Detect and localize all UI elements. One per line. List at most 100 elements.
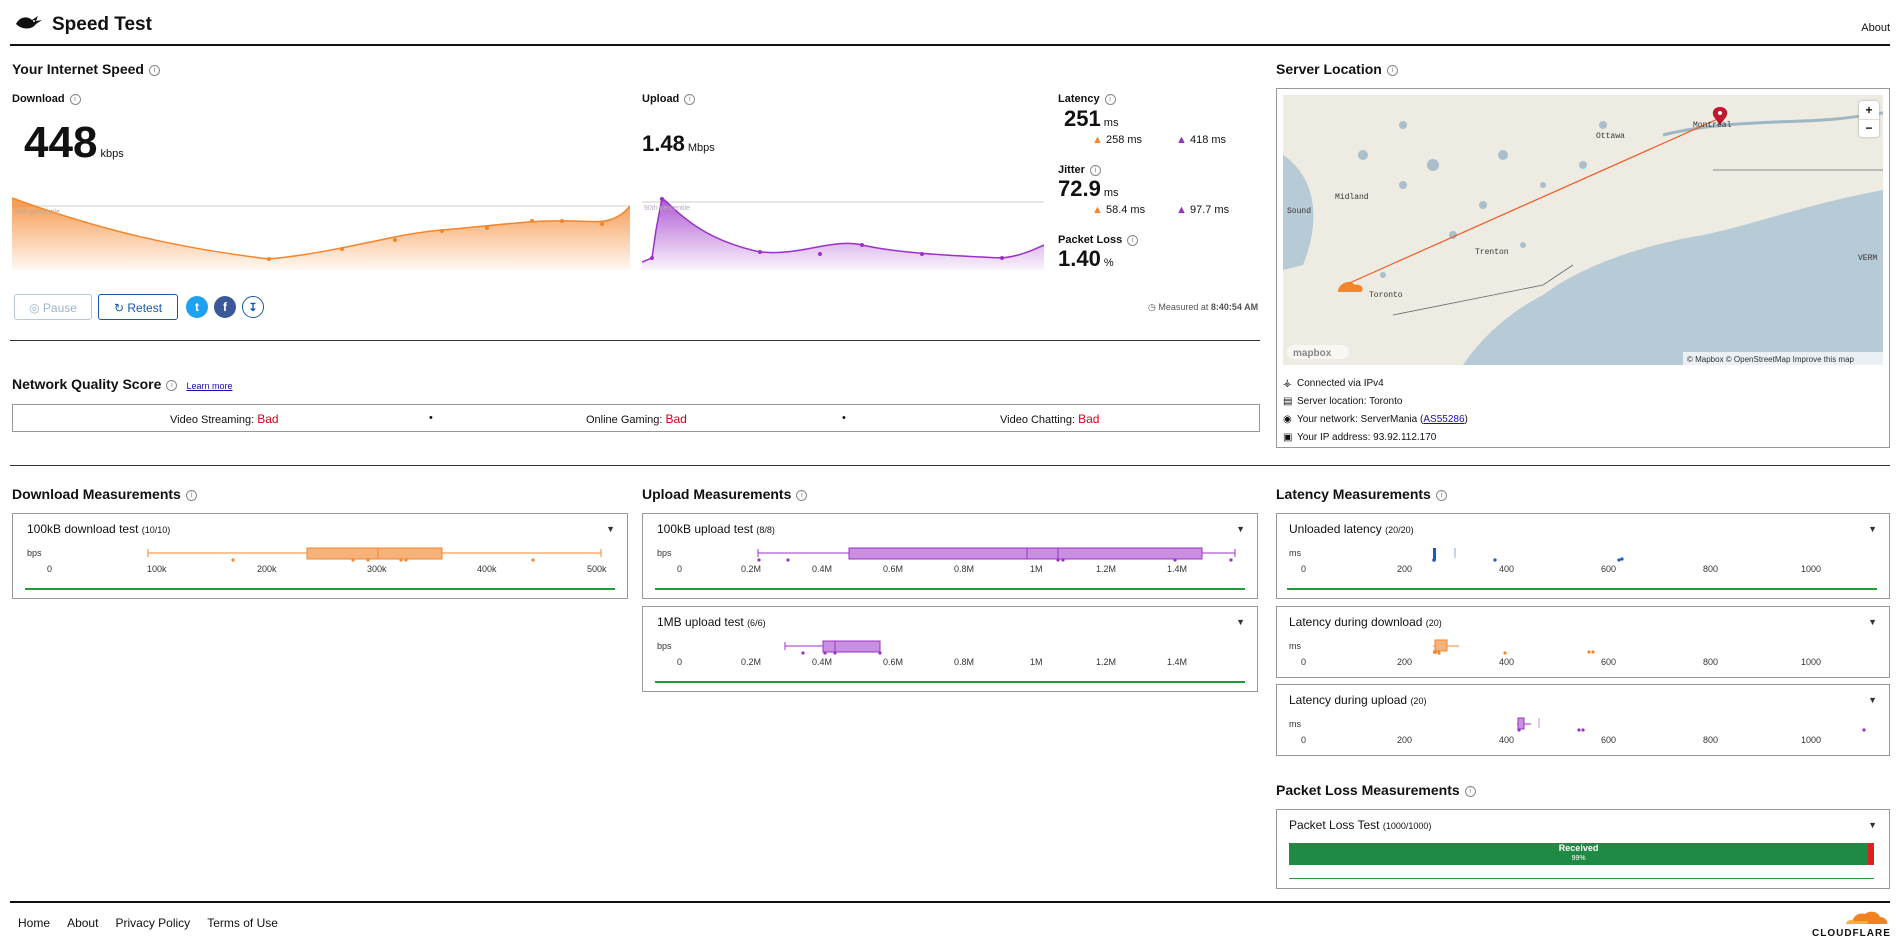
server-info-list: ⚶ Connected via IPv4 ▤ Server location: To… [1283,375,1468,447]
test-complete-bar [1289,878,1874,879]
axis-unit: bps [657,548,672,558]
upload-value: 1.48 [642,131,685,156]
latency-test-card[interactable]: Unloaded latency (20/20) ▼ ms 0 200 400 … [1276,513,1890,599]
upload-test-card[interactable]: 100kB upload test (8/8) ▼ bps 0 0.2M 0.4… [642,513,1258,599]
footer-divider [10,901,1890,903]
map-label-trenton: Trenton [1475,248,1509,257]
cloudflare-logo[interactable]: CLOUDFLARE [1812,908,1890,937]
axis-unit: bps [27,548,42,558]
upload-test-card[interactable]: 1MB upload test (6/6) ▼ bps 0 0.2M 0.4M … [642,606,1258,692]
download-chart: 90th percentile [12,190,630,270]
latency-test-card[interactable]: Latency during upload (20) ▼ ms 0 200 40… [1276,684,1890,756]
tick: 0.8M [954,657,975,667]
twitter-share-icon[interactable]: t [186,296,208,318]
mapbox-logo: mapbox [1293,348,1332,359]
download-test-card[interactable]: 100kB download test (10/10) ▼ bps 0 100k… [12,513,628,599]
map-label-verm: VERM [1858,254,1877,263]
jitter-value-group: 72.9 ms [1058,176,1119,201]
upload-value-group: 1.48 Mbps [642,131,715,157]
info-icon: i [1104,93,1116,105]
tick: 1M [1030,657,1043,667]
download-jitter-icon: ▲ [1092,204,1103,216]
server-map[interactable]: Ottawa Montréal Midland Sound Trenton To… [1283,95,1883,365]
learn-more-link[interactable]: Learn more [186,381,233,391]
download-unit: kbps [100,148,124,160]
asn-link[interactable]: AS55286 [1423,414,1465,425]
map-zoom-controls: + − [1859,101,1879,137]
pause-button[interactable]: ◎ Pause [14,294,92,320]
axis-unit: ms [1289,719,1301,729]
your-ip: ▣ Your IP address: 93.92.112.170 [1283,429,1468,447]
location-pin-icon: ◉ [1283,414,1292,425]
tick: 0 [1301,564,1307,574]
tick: 1.4M [1167,657,1188,667]
upload-jitter-icon: ▲ [1176,204,1187,216]
latency-value-group: 251 ms [1064,106,1119,131]
about-link[interactable]: About [1861,22,1890,34]
zoom-out-button[interactable]: − [1859,119,1879,138]
chevron-down-icon[interactable]: ▼ [1868,524,1877,534]
footer-links: Home About Privacy Policy Terms of Use [18,916,292,930]
tick: 0.4M [812,564,833,574]
info-icon: i [1386,64,1398,76]
footer-home-link[interactable]: Home [18,916,51,930]
latency-test-card[interactable]: Latency during download (20) ▼ ms 0 200 … [1276,606,1890,678]
chevron-down-icon[interactable]: ▼ [1236,524,1245,534]
download-results-icon[interactable]: ↧ [242,296,264,318]
facebook-share-icon[interactable]: f [214,296,236,318]
tick: 600 [1601,657,1617,667]
axis-unit: bps [657,641,672,651]
packet-loss-test-card[interactable]: Packet Loss Test (1000/1000) ▼ Received … [1276,809,1890,889]
packet-loss-label: Packet Loss i [1058,234,1139,246]
zoom-in-button[interactable]: + [1865,103,1873,117]
chevron-down-icon[interactable]: ▼ [606,524,615,534]
window-icon: ▣ [1283,432,1293,443]
retest-button[interactable]: ↻ Retest [98,294,178,320]
refresh-icon: ↻ [113,301,125,315]
map-label-midland: Midland [1335,193,1369,202]
chevron-down-icon[interactable]: ▼ [1868,695,1877,705]
footer-terms-link[interactable]: Terms of Use [207,916,278,930]
speedtest-rabbit-logo-icon[interactable] [14,12,44,32]
tick: 400k [477,564,497,574]
latency-download: ▲ 258 ms [1092,134,1143,146]
network-quality-heading: Network Quality Score i Learn more [12,376,233,392]
upload-latency-icon: ▲ [1176,134,1187,146]
tick: 1000 [1801,735,1822,745]
jitter-label: Jitter i [1058,164,1101,176]
packet-loss-value: 1.40 [1058,246,1101,271]
info-icon: i [148,64,160,76]
info-icon: i [69,93,81,105]
footer-about-link[interactable]: About [67,916,99,930]
info-icon: i [1435,489,1447,501]
tick: 200k [257,564,277,574]
tick: 0 [677,564,683,574]
pause-icon: ◎ [29,301,40,315]
footer-privacy-link[interactable]: Privacy Policy [115,916,191,930]
test-complete-bar [655,681,1245,683]
tick: 1000 [1801,657,1822,667]
network-icon: ⚶ [1283,378,1292,389]
section-divider [10,465,1890,466]
chevron-down-icon[interactable]: ▼ [1868,820,1877,830]
chevron-down-icon[interactable]: ▼ [1236,617,1245,627]
online-gaming-score: Online Gaming: Bad [586,412,687,426]
latency-measurements-heading: Latency Measurements i [1276,486,1447,502]
info-icon: i [796,489,808,501]
tick: 0.8M [954,564,975,574]
chevron-down-icon[interactable]: ▼ [1868,617,1877,627]
separator-dot: • [842,412,846,424]
download-latency-icon: ▲ [1092,134,1103,146]
page-title: Speed Test [52,14,152,35]
tick: 0 [1301,657,1307,667]
map-label-montreal: Montréal [1693,121,1732,130]
upload-label: Upload i [642,93,696,105]
tick: 0.6M [883,657,904,667]
tick: 400 [1499,735,1515,745]
download-measurements-heading: Download Measurements i [12,486,197,502]
tick: 0.2M [741,564,762,574]
map-label-sound: Sound [1287,207,1311,216]
tick: 0.4M [812,657,833,667]
jitter-upload: ▲ 97.7 ms [1176,204,1230,216]
tick: 400 [1499,657,1515,667]
